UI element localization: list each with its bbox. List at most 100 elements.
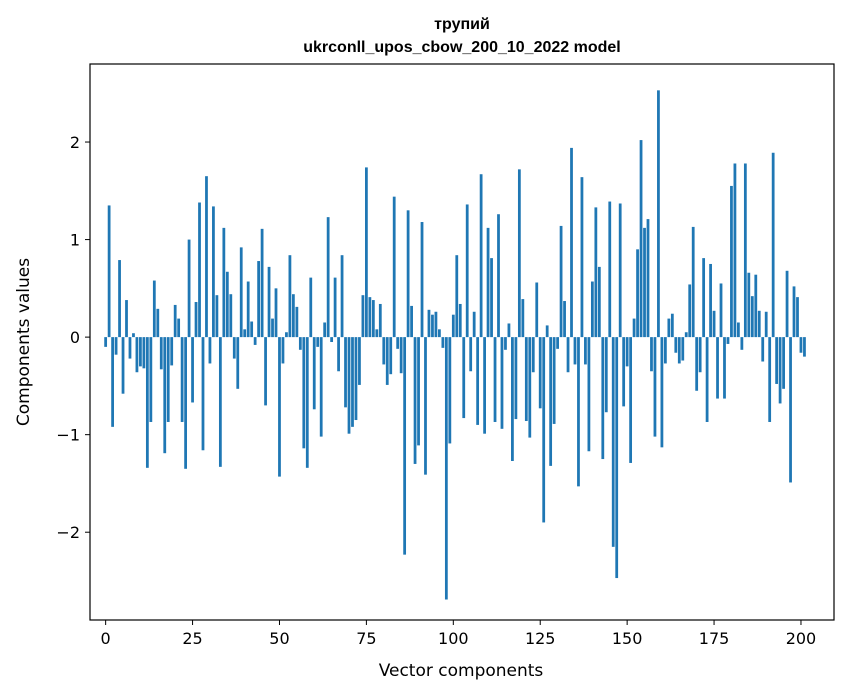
bar-component-123: [531, 337, 535, 373]
bar-component-185: [747, 272, 751, 338]
x-tick-label: 50: [269, 629, 289, 648]
bar-component-82: [389, 337, 393, 375]
bar-component-31: [212, 206, 215, 338]
bar-component-167: [684, 332, 688, 338]
bar-component-38: [236, 337, 240, 389]
bar-component-158: [653, 337, 657, 437]
bar-component-91: [420, 222, 424, 338]
bar-component-140: [590, 281, 594, 338]
bar-component-196: [785, 270, 789, 338]
bar-component-44: [257, 261, 261, 338]
bar-component-187: [754, 274, 758, 338]
bar-component-136: [577, 337, 580, 487]
bar-component-8: [132, 333, 135, 338]
bar-component-155: [643, 227, 646, 338]
bar-component-61: [316, 337, 320, 347]
y-axis: 2 1 0 −1 −2: [56, 133, 90, 542]
bar-component-193: [775, 337, 779, 384]
bar-component-90: [417, 337, 420, 446]
bar-component-139: [587, 337, 591, 452]
bar-component-163: [670, 313, 674, 338]
bar-component-161: [663, 337, 667, 364]
bar-component-126: [542, 337, 546, 523]
bar-component-133: [566, 337, 570, 373]
bar-component-146: [611, 337, 615, 547]
bar-component-159: [657, 90, 660, 338]
bar-component-97: [441, 337, 445, 348]
bar-component-107: [476, 337, 480, 425]
y-tick-label: 1: [70, 231, 80, 250]
bar-component-116: [507, 323, 511, 338]
bar-component-6: [125, 300, 128, 338]
bar-component-68: [340, 255, 344, 338]
bar-component-20: [173, 304, 177, 338]
bar-component-151: [629, 337, 633, 463]
bar-component-83: [392, 196, 396, 338]
bar-component-39: [239, 247, 243, 338]
bar-component-77: [371, 300, 375, 338]
bar-component-10: [139, 337, 142, 367]
bar-component-46: [264, 337, 267, 406]
bar-component-112: [493, 337, 497, 422]
bar-component-67: [337, 337, 340, 372]
bar-component-129: [552, 337, 556, 424]
bar-component-186: [750, 296, 754, 338]
bar-component-49: [274, 288, 278, 338]
bar-component-188: [757, 310, 761, 338]
x-tick-label: 125: [525, 629, 556, 648]
bar-component-154: [639, 140, 643, 338]
bar-component-51: [281, 337, 285, 364]
chart-title-line1: трупий: [434, 16, 490, 33]
bar-component-131: [559, 225, 563, 338]
bar-component-2: [111, 337, 114, 427]
chart-title-line2: ukrconll_upos_cbow_200_10_2022 model: [303, 39, 620, 56]
bar-component-117: [511, 337, 514, 461]
bar-component-106: [472, 311, 476, 338]
x-tick-label: 0: [101, 629, 111, 648]
bar-component-79: [378, 303, 382, 338]
bar-component-58: [305, 337, 309, 468]
bar-component-120: [521, 299, 525, 338]
bar-component-184: [743, 163, 747, 338]
bar-component-7: [128, 337, 132, 359]
bar-component-26: [194, 302, 198, 338]
plot-frame: [89, 63, 835, 621]
bar-component-192: [771, 152, 775, 338]
bar-component-12: [145, 337, 149, 468]
bar-component-177: [719, 283, 723, 338]
bar-component-138: [584, 337, 587, 365]
x-tick-label: 25: [182, 629, 202, 648]
bar-component-24: [187, 239, 191, 338]
x-axis: 0 25 50 75 100 125 150 175 200: [101, 620, 817, 648]
bar-component-147: [615, 337, 619, 579]
y-tick-label: 0: [70, 328, 80, 347]
bar-component-200: [799, 337, 803, 353]
y-axis-label: Components values: [14, 258, 34, 426]
bar-component-100: [451, 314, 455, 338]
bar-component-96: [438, 329, 441, 338]
bar-component-152: [632, 318, 636, 338]
bar-component-121: [524, 337, 528, 422]
bar-component-29: [205, 176, 208, 338]
bar-component-32: [215, 295, 219, 338]
bar-component-137: [580, 177, 584, 338]
x-tick-label: 200: [786, 629, 817, 648]
bar-component-48: [271, 318, 274, 338]
bar-component-3: [114, 337, 118, 355]
bar-component-71: [351, 337, 354, 427]
bar-component-62: [319, 337, 323, 437]
bar-component-78: [375, 329, 379, 338]
bar-component-27: [198, 202, 201, 338]
bar-component-52: [285, 332, 288, 338]
bar-component-166: [681, 337, 685, 361]
bar-component-141: [594, 207, 598, 338]
bar-component-14: [152, 280, 156, 338]
bar-component-30: [208, 337, 212, 364]
bar-component-70: [347, 337, 351, 434]
bar-component-5: [121, 337, 125, 394]
x-axis-label: Vector components: [379, 661, 544, 681]
bar-component-143: [601, 337, 605, 460]
bar-component-148: [618, 203, 622, 338]
